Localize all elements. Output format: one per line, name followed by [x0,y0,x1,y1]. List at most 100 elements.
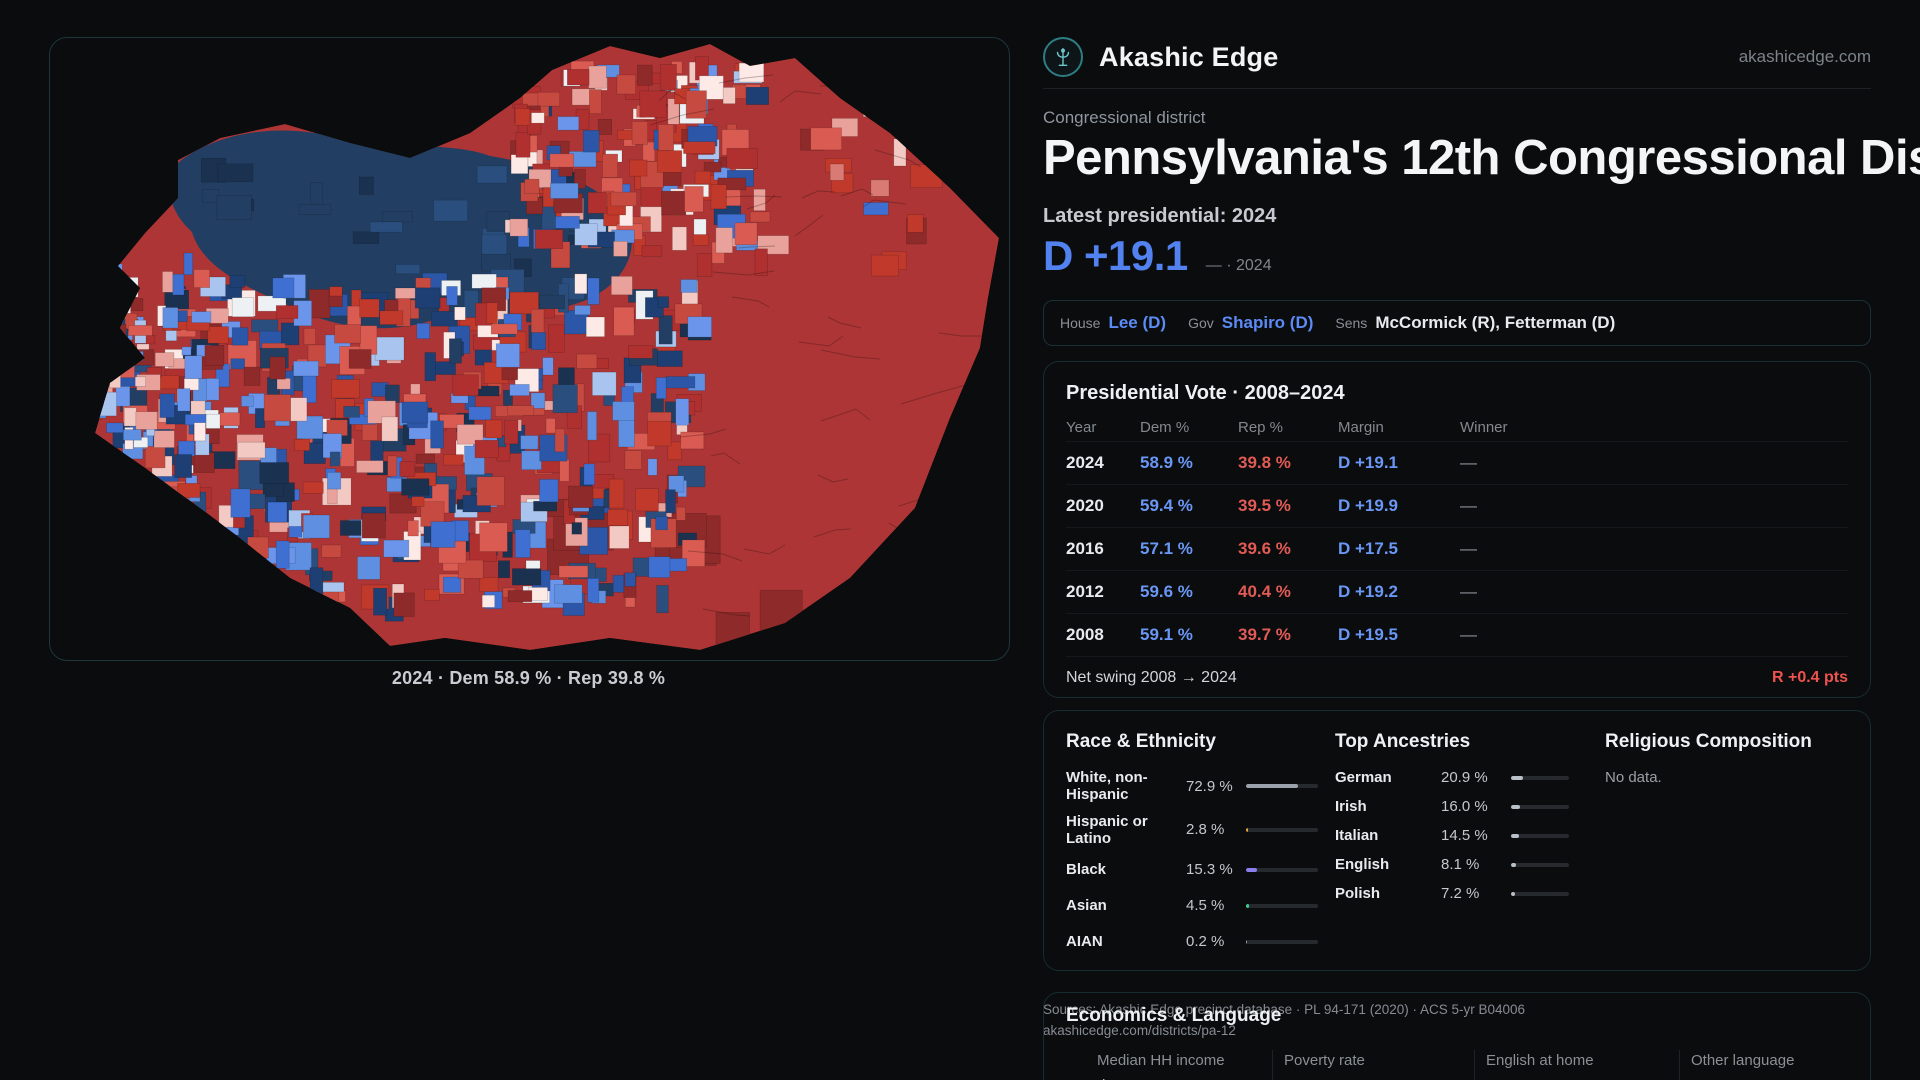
presidential-vote-panel: Presidential Vote · 2008–2024 Year Dem %… [1043,361,1871,698]
latest-presidential-label: Latest presidential: 2024 [1043,205,1277,227]
col-winner: Winner [1460,418,1508,436]
col-rep: Rep % [1238,418,1284,436]
demographics-panel: Race & Ethnicity White, non-Hispanic 72.… [1043,710,1871,971]
race-bar [1246,939,1318,944]
cell-dem-pct: 58.9 % [1140,453,1193,472]
sources-footer: Sources: Akashic Edge precinct database … [1043,1000,1525,1042]
precinct-choropleth-map [95,44,999,650]
headline-margin-row: D +19.1 — · 2024 [1043,232,1272,280]
sources-line: Sources: Akashic Edge precinct database … [1043,1002,1526,1017]
house-label: House [1060,315,1101,331]
cell-year: 2012 [1066,582,1104,601]
table-row: 2024 58.9 % 39.8 % D +19.1 — [1066,442,1848,485]
cell-dem-pct: 59.1 % [1140,625,1193,644]
list-item: Hispanic or Latino 2.8 % [1066,813,1318,848]
brand-name: Akashic Edge [1099,41,1279,72]
stat-divider [1474,1050,1475,1080]
senators-names: McCormick (R), Fetterman (D) [1375,313,1616,332]
table-header-row: Year Dem % Rep % Margin Winner [1066,413,1848,442]
page-title: Pennsylvania's 12th Congressional Distri… [1043,131,1920,185]
ancestry-bar [1511,891,1569,896]
table-row: 2008 59.1 % 39.7 % D +19.5 — [1066,614,1848,657]
permalink[interactable]: akashicedge.com/districts/pa-12 [1043,1022,1236,1038]
cell-rep-pct: 39.6 % [1238,539,1291,558]
list-item: English 8.1 % [1335,856,1569,873]
list-item: Polish 7.2 % [1335,885,1569,902]
gov-label: Gov [1188,315,1214,331]
cell-margin: D +17.5 [1338,539,1399,558]
site-url-link[interactable]: akashicedge.com [1738,47,1871,66]
cell-winner: — [1460,539,1477,558]
officials-bar: House Lee (D) Gov Shapiro (D) Sens McCor… [1043,300,1871,346]
stat-median-income: Median HH income $71,936 [1097,1052,1225,1080]
table-row: 2012 59.6 % 40.4 % D +19.2 — [1066,571,1848,614]
cell-dem-pct: 57.1 % [1140,539,1193,558]
list-item: Asian 4.5 % [1066,892,1318,919]
headline-margin-note: — · 2024 [1205,257,1272,274]
col-margin: Margin [1338,418,1384,436]
cell-winner: — [1460,453,1477,472]
cell-winner: — [1460,625,1477,644]
net-swing-value: R +0.4 pts [1771,669,1848,686]
col-year: Year [1066,418,1097,436]
stat-divider [1272,1050,1273,1080]
race-bar [1246,784,1318,789]
cell-margin: D +19.9 [1338,496,1399,515]
race-bar [1246,867,1318,872]
cell-dem-pct: 59.6 % [1140,582,1193,601]
stat-divider [1679,1050,1680,1080]
list-item: Italian 14.5 % [1335,827,1569,844]
stat-other-language: Other language 8.5 % [1691,1052,1795,1080]
cell-rep-pct: 40.4 % [1238,582,1291,601]
cell-rep-pct: 39.7 % [1238,625,1291,644]
stat-english-at-home: English at home 91.5 % [1486,1052,1594,1080]
brand-logo [1043,37,1083,77]
ancestry-bar [1511,833,1569,838]
presidential-vote-title: Presidential Vote · 2008–2024 [1066,382,1345,404]
religious-composition-title: Religious Composition [1605,731,1812,752]
top-ancestries-section: Top Ancestries German 20.9 % Irish 16.0 … [1335,731,1569,950]
list-item: Irish 16.0 % [1335,798,1569,815]
ancestry-bar [1511,775,1569,780]
governor-name: Shapiro (D) [1221,313,1314,332]
cell-rep-pct: 39.8 % [1238,453,1291,472]
cell-margin: D +19.5 [1338,625,1399,644]
economics-language-title: Economics & Language [1066,1005,1282,1026]
stat-poverty-rate: Poverty rate 16.9 % [1284,1052,1365,1080]
house-rep-name: Lee (D) [1108,313,1167,332]
cell-winner: — [1460,496,1477,515]
net-swing-row: Net swing 2008 → 2024 R +0.4 pts [1066,669,1848,687]
map-caption: 2024 · Dem 58.9 % · Rep 39.8 % [391,668,666,688]
top-ancestries-title: Top Ancestries [1335,731,1471,752]
cell-margin: D +19.2 [1338,582,1399,601]
headline-margin-value: D +19.1 [1043,232,1188,279]
race-bar [1246,827,1318,832]
col-dem: Dem % [1140,418,1190,436]
list-item: White, non-Hispanic 72.9 % [1066,769,1318,804]
presidential-vote-table: Year Dem % Rep % Margin Winner 2024 58.9… [1066,413,1848,657]
net-swing-label: Net swing 2008 → 2024 [1066,669,1237,686]
cell-winner: — [1460,582,1477,601]
religious-composition-section: Religious Composition No data. [1605,731,1848,950]
race-ethnicity-section: Race & Ethnicity White, non-Hispanic 72.… [1066,731,1318,950]
header-divider [1043,88,1871,89]
precinct-mosaic [95,56,943,626]
site-header: Akashic Edge akashicedge.com [1043,32,1871,82]
cell-year: 2020 [1066,496,1104,515]
race-ethnicity-title: Race & Ethnicity [1066,731,1216,752]
cell-margin: D +19.1 [1338,453,1399,472]
sens-label: Sens [1335,315,1368,331]
ancestry-bar [1511,862,1569,867]
race-bar [1246,903,1318,908]
district-kicker: Congressional district [1043,108,1206,127]
cell-rep-pct: 39.5 % [1238,496,1291,515]
economics-language-panel: Economics & Language Median HH income $7… [1043,992,1871,1080]
no-data-text: No data. [1605,769,1662,786]
cell-year: 2024 [1066,453,1104,472]
ancestry-bar [1511,804,1569,809]
list-item: Black 15.3 % [1066,856,1318,883]
cell-year: 2008 [1066,625,1104,644]
cell-year: 2016 [1066,539,1104,558]
list-item: German 20.9 % [1335,769,1569,786]
